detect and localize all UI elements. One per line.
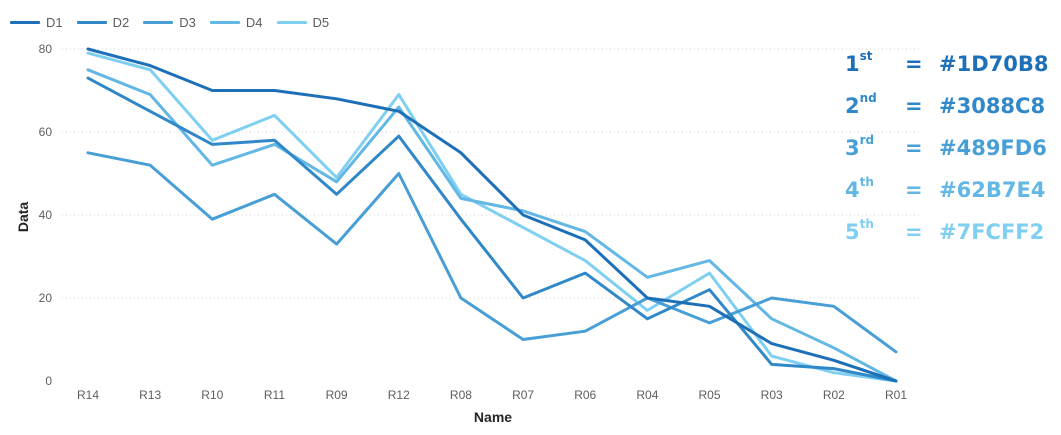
legend-item-d5[interactable]: D5 [276,14,330,30]
legend-item-d4[interactable]: D4 [209,14,263,30]
series-lines [86,47,898,383]
legend-item-d2[interactable]: D2 [76,14,130,30]
color-key-row: 5th = #7FCFF2 [845,217,1055,254]
equals-sign: = [905,136,923,160]
x-axis-title: Name [474,409,512,425]
x-tick-label: R06 [574,388,596,402]
legend-swatch [143,20,174,24]
series-line-d1[interactable] [86,47,898,383]
y-axis-title: Data [15,202,31,233]
hex-code: #62B7E4 [939,178,1046,202]
x-tick-label: R01 [885,388,907,402]
x-tick-label: R13 [139,388,161,402]
rank-number: 3 [845,136,860,160]
x-tick-label: R02 [823,388,845,402]
equals-sign: = [905,94,923,118]
y-tick-label: 60 [39,125,53,139]
rank-label: 5th [845,217,874,244]
x-tick-label: R11 [264,388,285,402]
color-key-row: 2nd = #3088C8 [845,91,1055,128]
legend-swatch [209,20,240,24]
x-tick-label: R09 [326,388,348,402]
rank-suffix: nd [859,91,877,105]
series-line-d5[interactable] [86,51,898,383]
chart-legend: D1 D2 D3 D4 D5 [10,13,343,31]
legend-swatch [76,20,107,24]
equals-sign: = [905,178,923,202]
x-tick-label: R04 [636,388,658,402]
legend-swatch [276,20,307,24]
y-axis-ticks: 0 20 40 60 80 [39,42,53,388]
rank-label: 1st [845,49,873,76]
hex-code: #3088C8 [939,94,1046,118]
y-tick-label: 80 [39,42,53,56]
equals-sign: = [905,220,923,244]
y-tick-label: 0 [45,374,52,388]
hex-code: #489FD6 [939,136,1047,160]
series-line-d4[interactable] [86,68,898,383]
legend-item-d3[interactable]: D3 [143,15,196,30]
series-line-d3[interactable] [86,151,898,354]
x-tick-label: R03 [761,388,783,402]
rank-suffix: th [859,217,874,231]
y-tick-label: 20 [39,291,53,305]
hex-code: #7FCFF2 [939,220,1045,244]
rank-label: 2nd [845,91,877,118]
legend-swatch [10,20,40,24]
x-tick-label: R14 [77,388,99,402]
x-tick-label: R10 [201,388,223,402]
rank-number: 4 [845,178,860,202]
rank-label: 4th [845,175,874,202]
legend-label: D1 [46,14,63,30]
gridlines [62,48,920,299]
color-key-row: 4th = #62B7E4 [845,175,1055,212]
series-line-d2[interactable] [86,76,898,383]
legend-label: D3 [179,14,196,30]
y-tick-label: 40 [39,208,53,222]
rank-number: 5 [845,220,860,244]
rank-number: 2 [845,94,860,118]
rank-number: 1 [845,52,860,76]
rank-label: 3rd [845,133,875,160]
rank-suffix: rd [859,133,875,147]
x-axis-ticks: R14 R13 R10 R11 R09 R12 R08 R07 R06 R04 R05 R03 R02 R… [77,388,907,402]
rank-suffix: st [859,49,873,63]
legend-item-d1[interactable]: D1 [10,15,63,30]
x-tick-label: R05 [699,388,721,402]
equals-sign: = [905,52,923,76]
rank-suffix: th [859,175,874,189]
legend-label: D4 [245,14,263,30]
x-tick-label: R07 [512,388,534,402]
x-tick-label: R12 [388,388,410,402]
legend-label: D5 [312,14,330,30]
color-key-row: 3rd = #489FD6 [845,133,1055,170]
x-tick-label: R08 [450,388,472,402]
legend-label: D2 [112,14,130,30]
color-key-row: 1st = #1D70B8 [845,49,1055,86]
hex-code: #1D70B8 [939,52,1049,76]
